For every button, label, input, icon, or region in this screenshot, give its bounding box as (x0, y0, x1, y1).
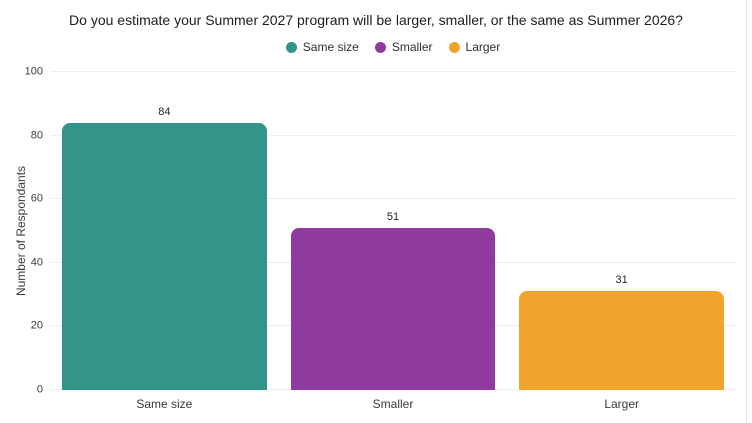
gridline (50, 134, 736, 136)
legend-item: Larger (448, 40, 501, 54)
legend-marker-icon (285, 41, 297, 53)
bar-band: 84 Same size (50, 72, 279, 411)
x-axis-tick-label: Larger (604, 397, 640, 411)
bar-value-label: 31 (615, 274, 628, 287)
y-axis-tick-label: 60 (30, 192, 43, 205)
bar-value-label: 84 (158, 105, 171, 118)
bar-band: 31 Larger (507, 72, 736, 411)
y-axis-tick-label: 80 (30, 129, 43, 142)
bar-larger (519, 291, 725, 390)
y-axis-title: Number of Respondants (14, 165, 28, 297)
scrollbar-track[interactable] (746, 0, 747, 423)
legend-label: Larger (465, 40, 501, 54)
bar-band: 51 Smaller (279, 72, 508, 411)
x-axis-tick-label: Same size (136, 397, 193, 411)
y-axis-tick-label: 0 (36, 383, 43, 396)
chart-title: Do you estimate your Summer 2027 program… (69, 12, 683, 28)
legend-item: Same size (285, 40, 359, 54)
plot-area: 84 Same size 51 Smaller 31 Larger 0 20 40 60 80 10… (25, 66, 736, 411)
legend-label: Smaller (391, 40, 433, 54)
gridline (50, 198, 736, 200)
bar-smaller (290, 227, 496, 390)
legend-marker-icon (448, 41, 460, 53)
bar-value-label: 51 (386, 210, 400, 223)
bar-same-size (61, 122, 267, 390)
x-axis-tick-label: Smaller (372, 397, 414, 411)
legend-label: Same size (302, 40, 359, 54)
y-axis-tick-label: 20 (30, 319, 43, 332)
legend-item: Smaller (374, 40, 433, 54)
y-axis-tick-label: 40 (30, 256, 43, 269)
legend-marker-icon (374, 41, 386, 53)
y-axis-tick-label: 100 (24, 65, 43, 78)
gridline (50, 71, 736, 72)
bars: 84 Same size 51 Smaller 31 Larger (50, 72, 736, 411)
legend: Same size Smaller Larger (50, 40, 736, 54)
